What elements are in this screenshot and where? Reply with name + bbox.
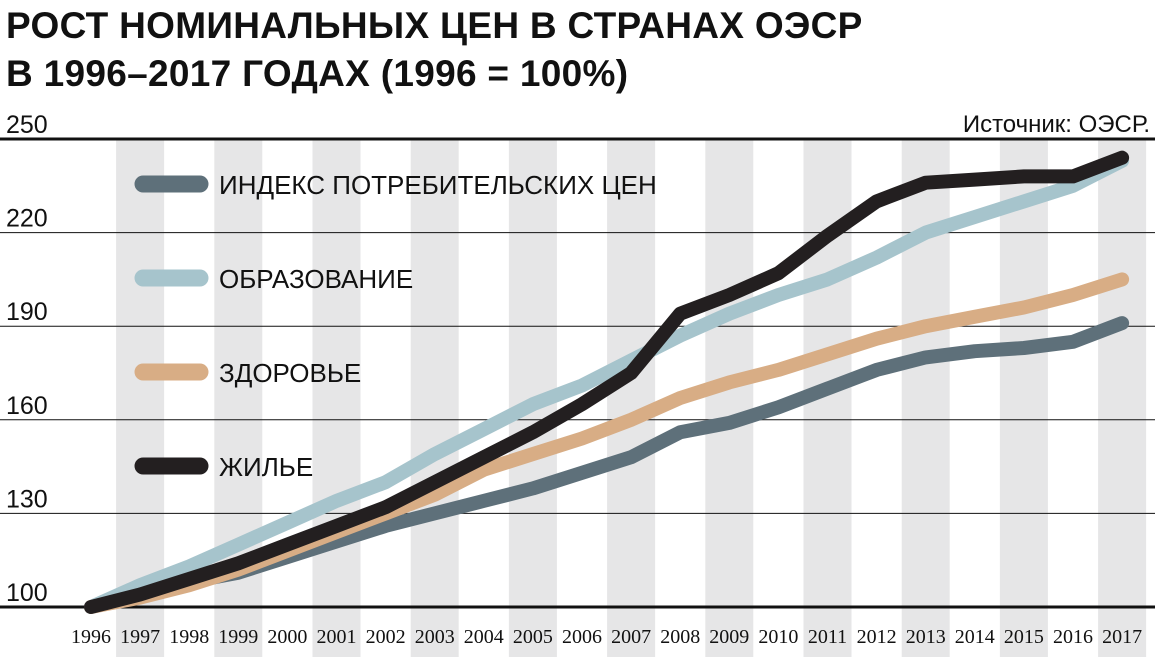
- x-tick-label: 2013: [906, 626, 946, 648]
- x-tick-label: 2005: [513, 626, 553, 648]
- y-tick-label: 250: [6, 111, 48, 139]
- y-tick-label: 100: [6, 579, 48, 607]
- source-note: Источник: ОЭСР.: [963, 111, 1150, 138]
- x-tick-label: 2016: [1053, 626, 1093, 648]
- x-tick-label: 2011: [808, 626, 847, 648]
- chart-title: РОСТ НОМИНАЛЬНЫХ ЦЕН В СТРАНАХ ОЭСР В 19…: [6, 2, 863, 98]
- y-tick-label: 130: [6, 485, 48, 513]
- x-tick-label: 2015: [1004, 626, 1044, 648]
- background-band: [1098, 139, 1147, 657]
- background-bands: [116, 139, 1147, 657]
- x-tick-label: 2003: [415, 626, 455, 648]
- series-lines: [84, 150, 1130, 614]
- x-tick-label: 2007: [611, 626, 651, 648]
- x-tick-label: 2001: [317, 626, 357, 648]
- background-band: [607, 139, 656, 657]
- legend: ИНДЕКС ПОТРЕБИТЕЛЬСКИХ ЦЕН ОБРАЗОВАНИЕ ЗДО…: [134, 170, 657, 482]
- x-tick-label: 1996: [71, 626, 111, 648]
- series-line: [84, 153, 1130, 614]
- x-tick-label: 2008: [660, 626, 700, 648]
- legend-label: ОБРАЗОВАНИЕ: [219, 264, 413, 294]
- chart-title-line-2: В 1996–2017 ГОДАХ (1996 = 100%): [6, 53, 629, 94]
- y-tick-label: 190: [6, 298, 48, 326]
- legend-label: ИНДЕКС ПОТРЕБИТЕЛЬСКИХ ЦЕН: [219, 170, 657, 200]
- x-tick-label: 2006: [562, 626, 602, 648]
- legend-label: ЗДОРОВЬЕ: [219, 358, 361, 388]
- background-band: [901, 139, 950, 657]
- x-tick-label: 2014: [955, 626, 995, 648]
- chart-title-line-1: РОСТ НОМИНАЛЬНЫХ ЦЕН В СТРАНАХ ОЭСР: [6, 5, 863, 46]
- background-band: [705, 139, 754, 657]
- gridlines: [0, 137, 1155, 609]
- x-tick-label: 2004: [464, 626, 504, 648]
- y-axis-ticks: 100 130 160 190 220 250: [6, 111, 48, 607]
- y-tick-label: 220: [6, 205, 48, 233]
- x-tick-label: 2017: [1102, 626, 1142, 648]
- x-tick-label: 1999: [218, 626, 258, 648]
- x-tick-label: 2000: [267, 626, 307, 648]
- x-tick-label: 2012: [857, 626, 897, 648]
- x-axis-ticks: 1996 1997 1998 1999 2000 2001 2002 2003 2004 2005…: [71, 626, 1142, 648]
- background-band: [999, 139, 1048, 657]
- background-band: [116, 139, 165, 657]
- x-tick-label: 2010: [758, 626, 798, 648]
- series-line: [84, 150, 1130, 614]
- x-tick-label: 1997: [120, 626, 160, 648]
- y-tick-label: 160: [6, 392, 48, 420]
- background-band: [410, 139, 459, 657]
- background-band: [312, 139, 361, 657]
- legend-label: ЖИЛЬЕ: [219, 452, 313, 482]
- x-tick-label: 2009: [709, 626, 749, 648]
- x-tick-label: 2002: [366, 626, 406, 648]
- x-tick-label: 1998: [169, 626, 209, 648]
